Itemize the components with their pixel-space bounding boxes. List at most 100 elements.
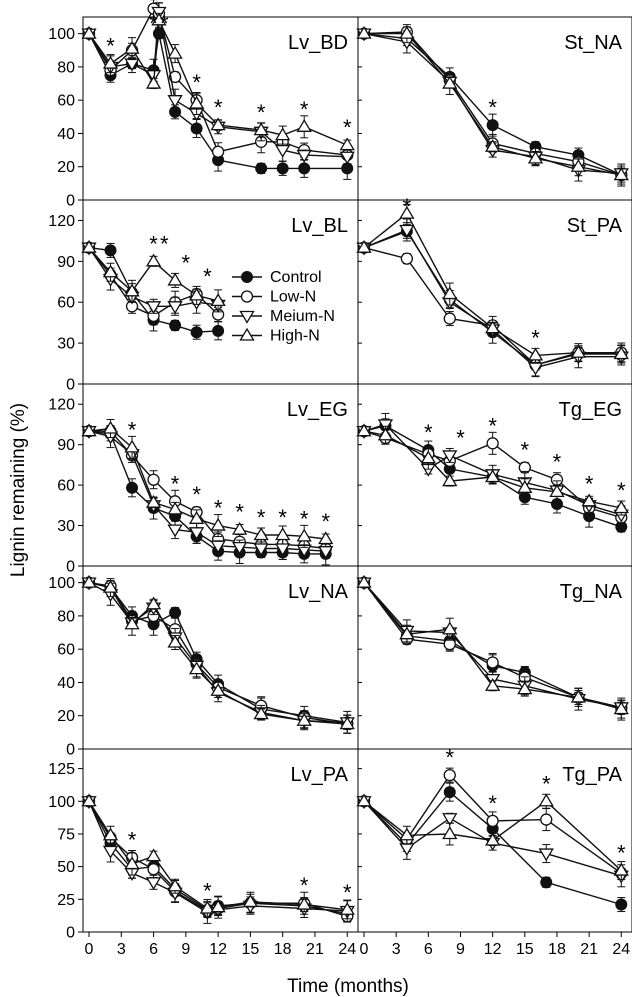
y-tick-label: 60 — [57, 93, 75, 110]
panel-st-na: St_NA * — [356, 16, 632, 201]
significance-star: * — [257, 100, 266, 125]
data-point — [210, 540, 226, 554]
series-high-n — [81, 12, 355, 151]
series-high-n — [356, 24, 629, 187]
data-point — [104, 244, 117, 257]
data-point — [210, 899, 226, 913]
data-point — [538, 793, 554, 807]
data-point — [145, 75, 162, 89]
data-point — [188, 95, 205, 109]
x-tick-label: 12 — [484, 941, 502, 958]
significance-star: * — [585, 471, 594, 496]
data-point — [613, 862, 629, 876]
data-point — [210, 682, 226, 696]
series-line — [363, 773, 622, 874]
y-tick-label: 125 — [48, 761, 75, 778]
series-line — [363, 230, 622, 366]
series-line — [88, 581, 348, 725]
data-point — [253, 527, 269, 541]
data-point — [485, 832, 501, 846]
data-point — [167, 95, 183, 108]
data-point — [124, 439, 140, 453]
y-tick-label: 0 — [66, 377, 75, 394]
data-point — [199, 900, 215, 914]
x-tick-label: 6 — [149, 941, 158, 958]
data-point — [615, 898, 628, 911]
data-point — [443, 768, 456, 782]
series-line — [88, 581, 348, 725]
data-point — [570, 689, 587, 703]
series-line — [88, 581, 348, 724]
significance-star: * — [128, 417, 137, 442]
data-point — [275, 127, 291, 141]
data-point — [356, 574, 372, 588]
data-point — [102, 55, 119, 69]
data-point — [145, 494, 162, 508]
data-point — [527, 347, 544, 361]
y-tick-label: 120 — [48, 397, 75, 414]
data-point — [399, 205, 415, 219]
series-line — [88, 801, 348, 914]
data-point — [485, 678, 501, 691]
legend-item-meium-n: Meium-N — [232, 308, 335, 325]
data-point — [296, 896, 312, 910]
data-point — [442, 621, 458, 635]
data-point — [275, 144, 291, 158]
series-meium-n — [81, 2, 355, 165]
data-point — [190, 326, 203, 339]
data-point — [276, 162, 289, 175]
data-point — [613, 701, 629, 715]
data-point — [298, 162, 311, 175]
data-point — [169, 606, 182, 619]
panel-title: Tg_NA — [560, 581, 623, 603]
y-tick-label: 60 — [57, 478, 75, 495]
data-point — [613, 500, 629, 514]
legend-label: Low-N — [270, 289, 316, 306]
panel-title: St_PA — [567, 215, 623, 237]
series-line — [363, 800, 622, 877]
series-line — [363, 247, 622, 366]
legend-item-control: Control — [232, 269, 322, 286]
y-tick-label: 90 — [57, 437, 75, 454]
y-tick-label: 0 — [66, 193, 75, 210]
data-point — [399, 626, 415, 640]
data-point — [242, 894, 259, 908]
y-tick-label: 100 — [48, 575, 75, 592]
y-tick-label: 20 — [57, 708, 75, 725]
data-point — [126, 481, 139, 494]
legend-marker — [239, 327, 255, 341]
panel-tg-eg: Tg_EG * * * * * * * — [356, 383, 632, 567]
data-point — [188, 511, 205, 524]
data-point — [296, 119, 312, 132]
significance-star: * — [214, 95, 223, 120]
data-point — [296, 528, 312, 542]
data-point — [339, 151, 355, 165]
data-point — [255, 162, 268, 175]
significance-star: * — [300, 873, 309, 898]
series-high-n — [81, 793, 355, 920]
data-point — [102, 579, 119, 593]
data-point — [339, 137, 355, 151]
data-point — [296, 149, 312, 163]
y-axis-title: Lignin remaining (%) — [8, 403, 29, 577]
data-point — [151, 12, 167, 26]
data-point — [486, 437, 499, 450]
panel-title: Tg_EG — [559, 399, 622, 421]
x-tick-label: 15 — [516, 941, 534, 958]
significance-star: * — [192, 70, 201, 95]
data-point — [442, 75, 458, 89]
significance-star: * — [149, 231, 158, 256]
y-tick-label: 0 — [66, 925, 75, 942]
data-point — [167, 634, 183, 648]
data-point — [486, 814, 499, 828]
data-point — [167, 272, 183, 286]
data-point — [190, 122, 203, 135]
data-point — [167, 45, 183, 59]
series-high-n — [81, 239, 226, 313]
data-point — [147, 863, 160, 876]
data-point — [400, 252, 414, 265]
data-point — [169, 319, 182, 332]
